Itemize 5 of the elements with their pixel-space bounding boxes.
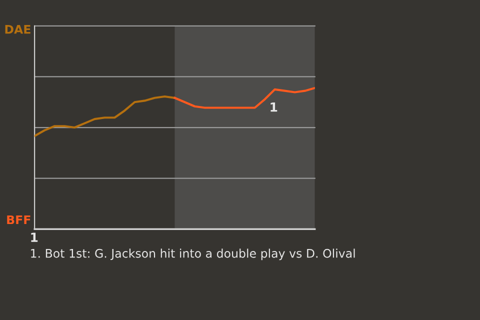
annotation: 1	[270, 102, 278, 112]
text: BFF	[7, 215, 30, 224]
text: DAE	[5, 25, 30, 34]
text: 1	[31, 232, 38, 242]
text: 1. Bot 1st: G. Jackson hit into a double play vs D. Olival	[31, 248, 355, 260]
